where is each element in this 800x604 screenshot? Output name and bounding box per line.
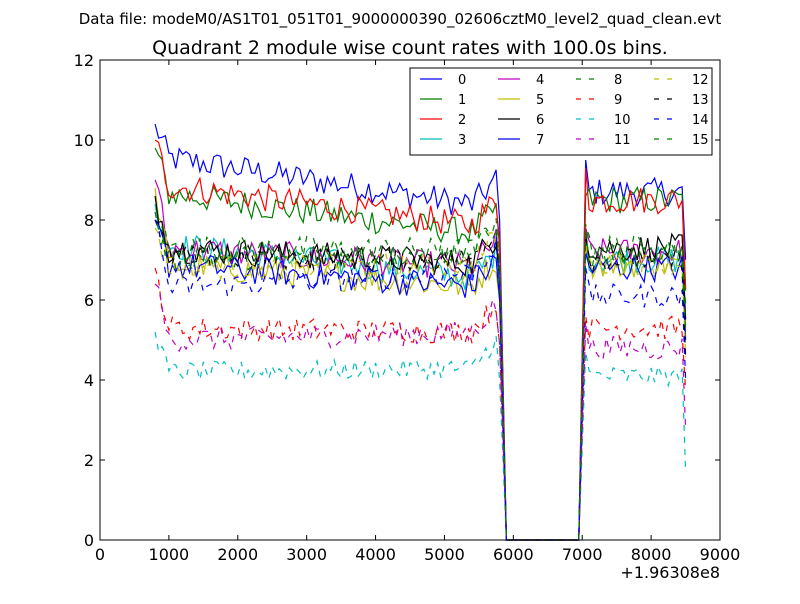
x-tick-label: 5000 (424, 545, 465, 564)
x-tick-label: 8000 (631, 545, 672, 564)
legend-frame (409, 67, 713, 156)
series-line-6 (154, 195, 687, 541)
legend-label-12: 12 (692, 73, 709, 88)
series-line-13 (154, 219, 687, 541)
legend-label-14: 14 (692, 113, 709, 128)
x-tick-label: 1000 (149, 545, 190, 564)
series-line-7 (154, 219, 687, 541)
series-line-15 (154, 211, 687, 541)
series-line-9 (154, 267, 687, 541)
x-tick-label: 2000 (217, 545, 258, 564)
legend-label-7: 7 (536, 133, 544, 148)
chart-suptitle: Data file: modeM0/AS1T01_051T01_90000003… (79, 10, 722, 29)
x-tick-label: 0 (95, 545, 105, 564)
legend-label-9: 9 (614, 93, 622, 108)
y-tick-label: 10 (74, 131, 94, 150)
series-layer (154, 123, 687, 541)
x-tick-label: 4000 (355, 545, 396, 564)
legend-label-0: 0 (458, 73, 466, 88)
legend-label-11: 11 (614, 133, 631, 148)
legend-label-13: 13 (692, 93, 709, 108)
legend-label-10: 10 (614, 113, 631, 128)
x-offset-label: +1.96308e8 (620, 563, 720, 582)
series-line-12 (154, 227, 687, 541)
legend-label-8: 8 (614, 73, 622, 88)
series-line-5 (154, 187, 687, 541)
series-line-10 (154, 331, 687, 541)
series-line-2 (154, 139, 687, 541)
legend-label-2: 2 (458, 113, 466, 128)
chart-title: Quadrant 2 module wise count rates with … (152, 37, 668, 59)
series-line-8 (154, 219, 687, 541)
series-line-11 (154, 283, 687, 541)
series-line-0 (154, 123, 687, 541)
x-tick-label: 9000 (700, 545, 741, 564)
y-tick-label: 2 (84, 451, 94, 470)
y-tick-label: 8 (84, 211, 94, 230)
series-line-3 (154, 203, 687, 541)
legend-label-4: 4 (536, 73, 544, 88)
x-tick-label: 6000 (493, 545, 534, 564)
y-tick-label: 6 (84, 291, 94, 310)
x-tick-label: 7000 (562, 545, 603, 564)
ticks-layer: 0 1000 2000 3000 4000 5000 6000 7000 8000 9000 0 2 4… (74, 51, 741, 564)
legend-label-5: 5 (536, 93, 544, 108)
x-tick-label: 3000 (286, 545, 327, 564)
y-tick-label: 12 (74, 51, 94, 70)
y-tick-label: 4 (84, 371, 94, 390)
series-line-4 (154, 179, 687, 541)
series-line-1 (154, 147, 687, 541)
legend-label-6: 6 (536, 113, 544, 128)
legend-label-3: 3 (458, 133, 466, 148)
y-tick-label: 0 (84, 531, 94, 550)
legend-label-1: 1 (458, 93, 466, 108)
series-line-14 (154, 219, 687, 541)
legend-label-15: 15 (692, 133, 709, 148)
